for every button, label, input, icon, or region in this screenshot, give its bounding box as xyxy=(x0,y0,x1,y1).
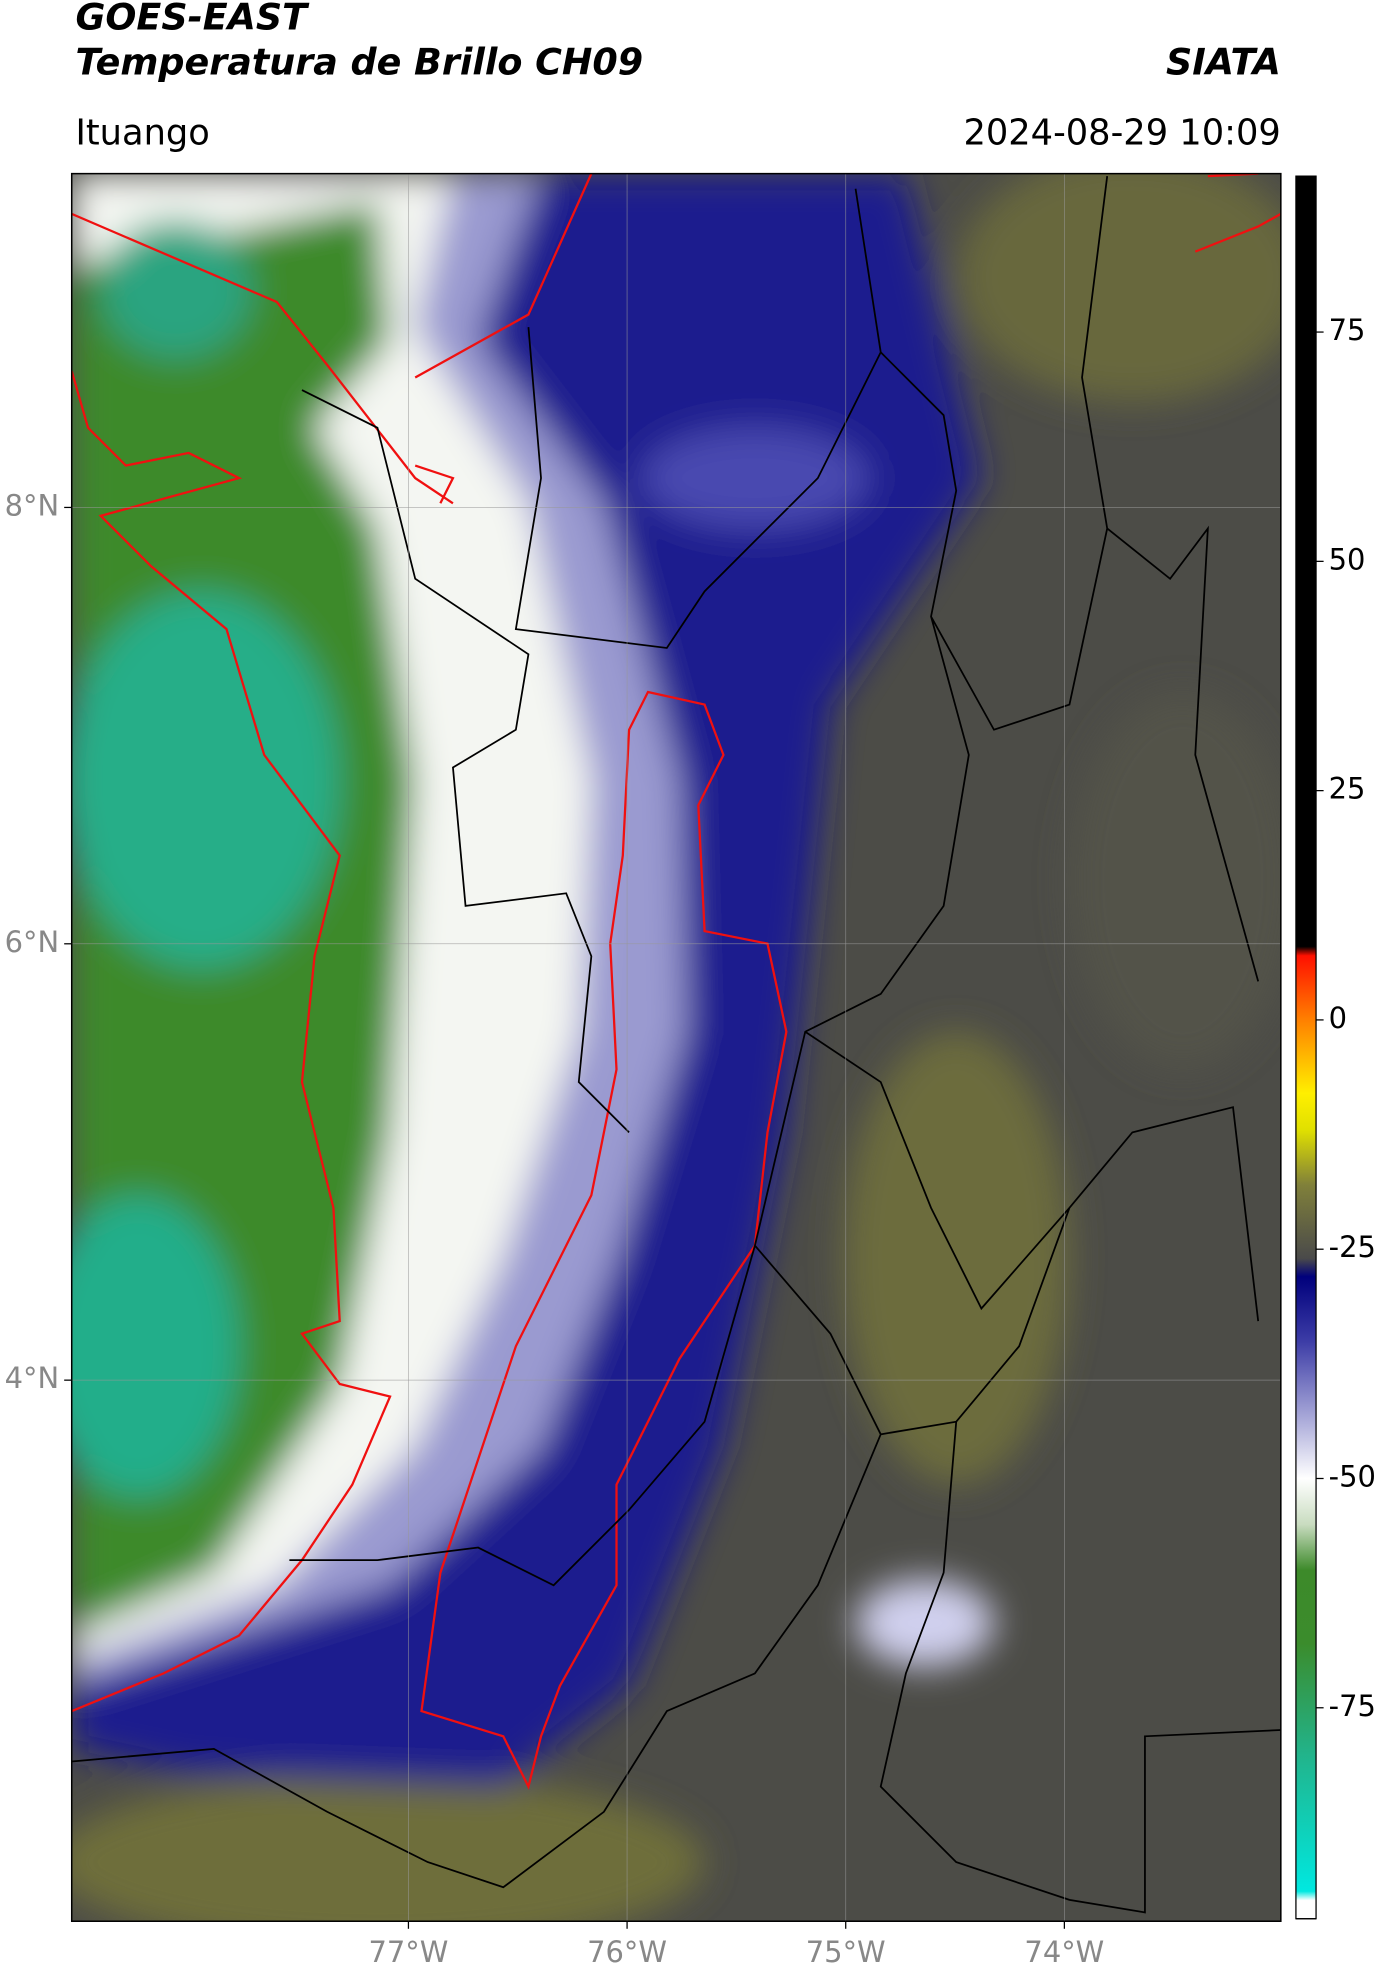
y-tick-label: 4°N xyxy=(5,1361,60,1395)
x-tick-label: 75°W xyxy=(806,1935,886,1969)
antioquia-boundary xyxy=(420,690,788,1790)
colorbar-tick-label: 75 xyxy=(1329,313,1366,347)
x-tick-label: 77°W xyxy=(368,1935,448,1969)
datetime: 2024-08-29 10:09 xyxy=(963,113,1280,154)
colorbar-tick-label: 50 xyxy=(1329,542,1366,576)
colorbar-tick-label: 25 xyxy=(1329,772,1366,806)
source: SIATA xyxy=(1166,41,1281,84)
subtitle: Temperatura de Brillo CH09 xyxy=(75,41,643,84)
x-tick-label: 74°W xyxy=(1024,1935,1104,1969)
colorbar-tick-label: -25 xyxy=(1329,1230,1376,1264)
admin-boundaries xyxy=(71,176,1281,1914)
y-tick-label: 8°N xyxy=(5,488,60,522)
title: GOES-EAST xyxy=(75,0,310,38)
map-frame xyxy=(70,172,1282,1922)
colorbar xyxy=(1295,175,1317,1920)
colorbar-tick-label: -50 xyxy=(1329,1459,1376,1493)
colorbar-tick-label: -75 xyxy=(1329,1689,1376,1723)
x-tick-label: 76°W xyxy=(587,1935,667,1969)
satellite-image xyxy=(71,173,1281,1922)
coastline xyxy=(71,173,593,1713)
y-tick-label: 6°N xyxy=(5,925,60,959)
colorbar-tick-label: 0 xyxy=(1329,1001,1347,1035)
location: Ituango xyxy=(75,113,209,154)
